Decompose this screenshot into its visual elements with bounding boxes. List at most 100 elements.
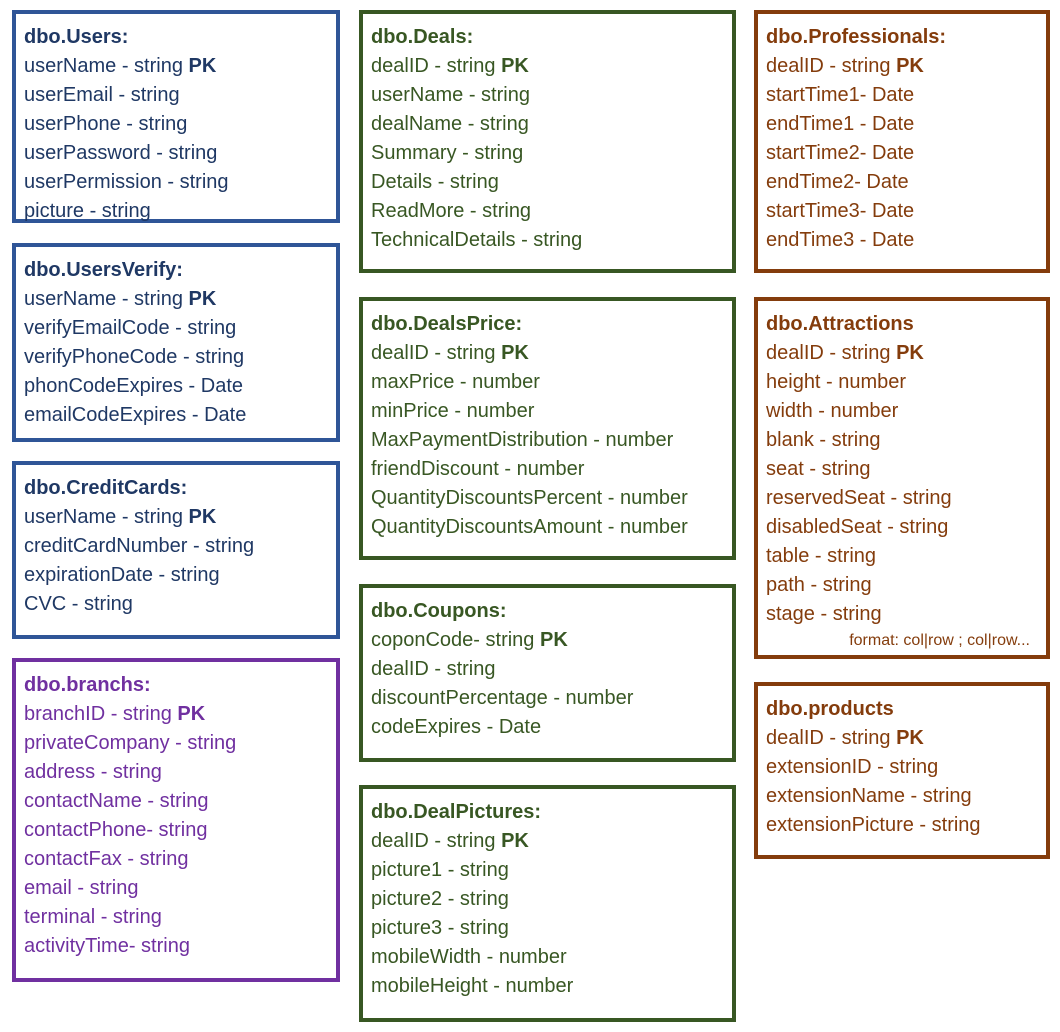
field-row: endTime2- Date xyxy=(766,168,1038,197)
field-text: userPhone - string xyxy=(24,113,188,135)
field-row: ReadMore - string xyxy=(371,197,724,226)
table-deals-price: dbo.DealsPrice: dealID - string PK maxPric… xyxy=(359,297,736,560)
field-row: contactFax - string xyxy=(24,845,328,874)
field-text: picture2 - string xyxy=(371,888,509,910)
field-row: dealID - string PK xyxy=(766,52,1038,81)
field-row: branchID - string PK xyxy=(24,700,328,729)
table-deal-pictures: dbo.DealPictures: dealID - string PK pictu… xyxy=(359,785,736,1022)
table-users: dbo.Users: userName - string PK userEmail … xyxy=(12,10,340,223)
table-title: dbo.branchs: xyxy=(24,674,151,696)
field-text: CVC - string xyxy=(24,593,133,615)
field-text: dealName - string xyxy=(371,113,529,135)
table-professionals: dbo.Professionals: dealID - string PK star… xyxy=(754,10,1050,273)
field-text: picture - string xyxy=(24,200,151,222)
field-row: path - string xyxy=(766,571,1038,600)
field-row: privateCompany - string xyxy=(24,729,328,758)
field-text: mobileHeight - number xyxy=(371,975,574,997)
field-text: startTime1- Date xyxy=(766,84,915,106)
table-title: dbo.DealsPrice: xyxy=(371,313,523,335)
field-list: dealID - string PK maxPrice - number minPr… xyxy=(371,339,724,542)
field-row: picture1 - string xyxy=(371,856,724,885)
table-coupons: dbo.Coupons: coponCode- string PK dealID -… xyxy=(359,584,736,762)
field-text: startTime2- Date xyxy=(766,142,915,164)
field-row: dealID - string xyxy=(371,655,724,684)
table-title: dbo.Users: xyxy=(24,26,129,48)
primary-key-badge: PK xyxy=(501,342,529,364)
field-text: disabledSeat - string xyxy=(766,516,949,538)
field-text: Details - string xyxy=(371,171,499,193)
field-text: extensionName - string xyxy=(766,785,972,807)
field-row: width - number xyxy=(766,397,1038,426)
table-title: dbo.products xyxy=(766,698,894,720)
table-attractions: dbo.Attractions dealID - string PK height … xyxy=(754,297,1050,659)
field-row: phonCodeExpires - Date xyxy=(24,372,328,401)
table-title: dbo.Deals: xyxy=(371,26,474,48)
field-row: stage - string xyxy=(766,600,1038,629)
field-row: email - string xyxy=(24,874,328,903)
field-list: dealID - string PK userName - string dealN… xyxy=(371,52,724,255)
field-text: extensionID - string xyxy=(766,756,939,778)
field-row: QuantityDiscountsPercent - number xyxy=(371,484,724,513)
table-branchs: dbo.branchs: branchID - string PK privateC… xyxy=(12,658,340,982)
field-row: dealID - string PK xyxy=(371,52,724,81)
field-row: CVC - string xyxy=(24,590,328,619)
field-text: userName - string xyxy=(24,55,183,77)
field-row: picture3 - string xyxy=(371,914,724,943)
field-row: coponCode- string PK xyxy=(371,626,724,655)
table-title: dbo.DealPictures: xyxy=(371,801,542,823)
field-list: dealID - string PK extensionID - string ex… xyxy=(766,724,1038,840)
field-list: userName - string PK creditCardNumber - s… xyxy=(24,503,328,619)
table-products: dbo.products dealID - string PK extensionI… xyxy=(754,682,1050,859)
table-title: dbo.Attractions xyxy=(766,313,914,335)
field-row: height - number xyxy=(766,368,1038,397)
field-text: minPrice - number xyxy=(371,400,535,422)
field-text: dealID - string xyxy=(766,342,891,364)
field-text: TechnicalDetails - string xyxy=(371,229,583,251)
field-text: seat - string xyxy=(766,458,871,480)
table-title: dbo.Coupons: xyxy=(371,600,507,622)
field-list: branchID - string PK privateCompany - str… xyxy=(24,700,328,961)
field-text: path - string xyxy=(766,574,872,596)
field-row: minPrice - number xyxy=(371,397,724,426)
field-text: QuantityDiscountsAmount - number xyxy=(371,516,688,538)
field-text: coponCode- string xyxy=(371,629,535,651)
field-row: contactName - string xyxy=(24,787,328,816)
field-text: userName - string xyxy=(24,288,183,310)
field-text: extensionPicture - string xyxy=(766,814,981,836)
field-text: verifyPhoneCode - string xyxy=(24,346,245,368)
field-row: contactPhone- string xyxy=(24,816,328,845)
field-list: dealID - string PK height - number width -… xyxy=(766,339,1038,629)
field-row: Details - string xyxy=(371,168,724,197)
primary-key-badge: PK xyxy=(896,55,924,77)
field-row: address - string xyxy=(24,758,328,787)
field-text: emailCodeExpires - Date xyxy=(24,404,247,426)
primary-key-badge: PK xyxy=(501,55,529,77)
primary-key-badge: PK xyxy=(896,727,924,749)
field-text: userPermission - string xyxy=(24,171,229,193)
field-row: mobileHeight - number xyxy=(371,972,724,1001)
field-row: maxPrice - number xyxy=(371,368,724,397)
field-text: ReadMore - string xyxy=(371,200,532,222)
field-row: emailCodeExpires - Date xyxy=(24,401,328,430)
field-text: table - string xyxy=(766,545,877,567)
field-text: blank - string xyxy=(766,429,881,451)
field-row: disabledSeat - string xyxy=(766,513,1038,542)
table-title: dbo.Professionals: xyxy=(766,26,947,48)
field-text: phonCodeExpires - Date xyxy=(24,375,244,397)
field-row: dealID - string PK xyxy=(371,827,724,856)
field-row: startTime1- Date xyxy=(766,81,1038,110)
field-row: discountPercentage - number xyxy=(371,684,724,713)
field-text: mobileWidth - number xyxy=(371,946,567,968)
primary-key-badge: PK xyxy=(501,830,529,852)
field-text: contactPhone- string xyxy=(24,819,208,841)
field-text: dealID - string xyxy=(371,830,496,852)
field-text: contactFax - string xyxy=(24,848,189,870)
field-text: Summary - string xyxy=(371,142,524,164)
field-row: table - string xyxy=(766,542,1038,571)
field-text: endTime2- Date xyxy=(766,171,909,193)
field-text: endTime1 - Date xyxy=(766,113,915,135)
field-text: userPassword - string xyxy=(24,142,218,164)
field-text: picture1 - string xyxy=(371,859,509,881)
field-row: userPermission - string xyxy=(24,168,328,197)
field-row: dealName - string xyxy=(371,110,724,139)
